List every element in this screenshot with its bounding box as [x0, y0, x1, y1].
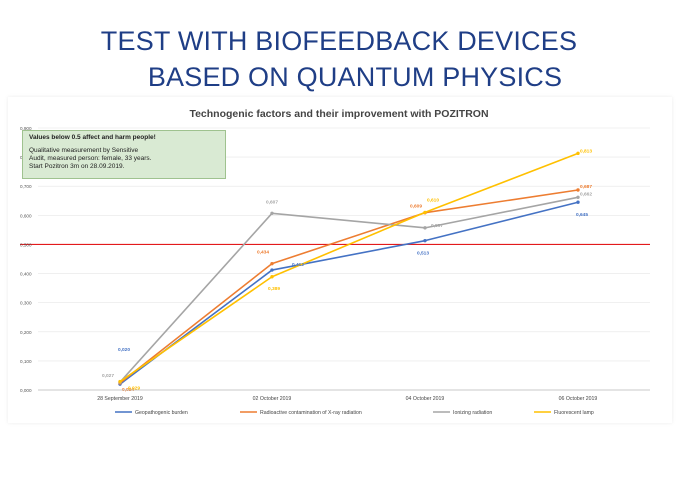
series-line-radioactive-contamination-of-x-ray-radiation — [119, 189, 579, 384]
annotation-note-box: Values below 0.5 affect and harm people!… — [22, 130, 226, 179]
data-point — [270, 275, 274, 279]
x-tick-label: 04 October 2019 — [406, 396, 445, 402]
note-text-line: Start Pozitron 3m on 28.09.2019. — [29, 163, 125, 170]
data-label: 0,020 — [118, 347, 130, 353]
data-label: 0,610 — [427, 197, 439, 203]
data-label: 0,389 — [268, 286, 280, 292]
legend-label: Geopathogenic burden — [135, 410, 188, 416]
y-tick-label: 0,000 — [20, 388, 32, 393]
data-point — [576, 188, 580, 192]
data-point — [118, 379, 122, 384]
y-tick-label: 0,400 — [20, 272, 32, 277]
y-tick-label: 0,100 — [20, 359, 32, 364]
data-label: 0,513 — [417, 251, 429, 257]
y-tick-label: 0,700 — [20, 184, 32, 189]
data-label: 0,607 — [266, 199, 278, 205]
data-point — [423, 210, 427, 215]
y-tick-label: 0,900 — [20, 126, 32, 131]
legend-label: Radioactive contamination of X-ray radia… — [260, 410, 362, 416]
series-line-fluorescent-lamp — [119, 152, 579, 383]
data-point — [270, 268, 274, 272]
data-point — [576, 151, 580, 156]
data-point — [270, 211, 274, 215]
data-label: 0,557 — [431, 223, 443, 229]
x-tick-label: 06 October 2019 — [559, 396, 598, 402]
data-point — [576, 200, 580, 204]
x-tick-label: 02 October 2019 — [253, 396, 292, 402]
data-point — [270, 261, 274, 266]
y-tick-label: 0,300 — [20, 301, 32, 306]
data-label: 0,027 — [102, 373, 114, 379]
data-label: 0,412 — [292, 262, 304, 268]
slide-title-line1: TEST WITH BIOFEEDBACK DEVICES — [100, 26, 578, 56]
x-tick-label: 28 September 2019 — [97, 396, 143, 402]
data-label: 0,662 — [580, 191, 592, 197]
legend-label: Fluorescent lamp — [554, 410, 594, 416]
note-warning-text: Values below 0.5 affect and harm people! — [29, 134, 156, 141]
legend-label: Ionizing radiation — [453, 410, 492, 416]
data-point — [423, 238, 427, 243]
note-text-line: Audit, measured person: female, 33 years… — [29, 155, 152, 162]
data-label: 0,813 — [580, 148, 592, 154]
y-tick-label: 0,600 — [20, 213, 32, 218]
series-line-geopathogenic-burden — [119, 201, 579, 385]
data-label: 0,434 — [257, 250, 269, 256]
y-tick-label: 0,500 — [20, 242, 32, 247]
data-point — [423, 226, 427, 230]
chart-title: Technogenic factors and their improvemen… — [189, 108, 488, 120]
slide-title-line2: BASED ON QUANTUM PHYSICS — [147, 62, 563, 92]
series-line-ionizing-radiation — [119, 196, 579, 383]
data-label: 0,687 — [580, 184, 592, 190]
data-point — [576, 195, 580, 199]
data-label: 0,645 — [576, 212, 588, 218]
data-label: 0,029 — [128, 386, 140, 392]
y-tick-label: 0,200 — [20, 330, 32, 335]
data-label: 0,609 — [410, 204, 422, 210]
note-text-line: Qualitative measurement by Sensitive — [29, 147, 139, 154]
